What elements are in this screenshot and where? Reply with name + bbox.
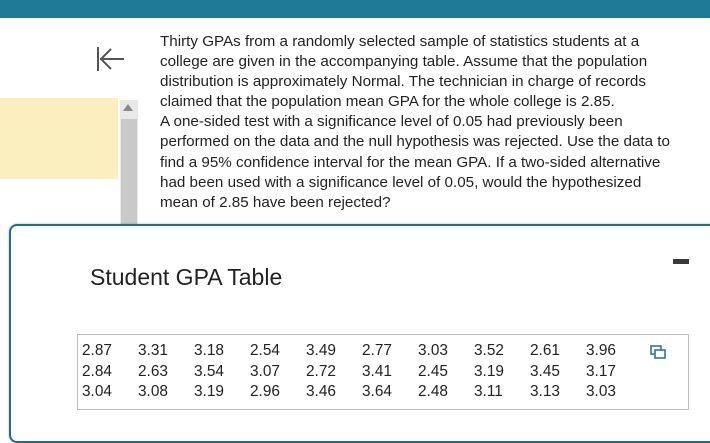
gpa-cell: 3.08 (138, 382, 194, 403)
gpa-cell: 3.49 (306, 341, 362, 362)
gpa-cell: 3.18 (194, 341, 250, 362)
gpa-cell: 2.54 (250, 341, 306, 362)
gpa-cell: 3.45 (530, 362, 586, 383)
gpa-cell: 2.63 (138, 362, 194, 383)
gpa-cell: 3.96 (586, 341, 642, 362)
gpa-table-row: 2.84 2.63 3.54 3.07 2.72 3.41 2.45 3.19 3.45 3.17 (82, 362, 642, 383)
gpa-cell: 2.45 (418, 362, 474, 383)
collapse-left-icon (92, 44, 128, 76)
gpa-cell: 2.61 (530, 341, 586, 362)
gpa-cell: 3.07 (250, 362, 306, 383)
copy-icon[interactable] (650, 345, 666, 359)
gpa-cell: 3.64 (362, 382, 418, 403)
popup-title: Student GPA Table (90, 264, 282, 291)
gpa-cell: 3.04 (82, 382, 138, 403)
scroll-up-arrow-icon[interactable] (123, 104, 133, 111)
selected-question-highlight (0, 98, 118, 179)
student-gpa-popup: Student GPA Table 2.87 3.31 3.18 2.54 3.49 2.… (9, 224, 710, 443)
collapse-panel-button[interactable] (92, 44, 128, 76)
scrollbar-thumb[interactable] (121, 119, 137, 229)
gpa-cell: 3.31 (138, 341, 194, 362)
gpa-cell: 2.77 (362, 341, 418, 362)
gpa-cell: 3.41 (362, 362, 418, 383)
question-text: Thirty GPAs from a randomly selected sam… (160, 32, 708, 213)
gpa-cell: 2.84 (82, 362, 138, 383)
top-bar (0, 0, 710, 18)
gpa-cell: 3.17 (586, 362, 642, 383)
gpa-cell: 2.72 (306, 362, 362, 383)
gpa-cell: 3.52 (474, 341, 530, 362)
gpa-cell: 2.96 (250, 382, 306, 403)
gpa-cell: 3.19 (474, 362, 530, 383)
gpa-cell: 3.03 (418, 341, 474, 362)
gpa-table-row: 3.04 3.08 3.19 2.96 3.46 3.64 2.48 3.11 3.13 3.03 (82, 382, 642, 403)
gpa-data-box: 2.87 3.31 3.18 2.54 3.49 2.77 3.03 3.52 2.61 3.96… (77, 334, 689, 410)
gpa-cell: 3.19 (194, 382, 250, 403)
gpa-table: 2.87 3.31 3.18 2.54 3.49 2.77 3.03 3.52 2.61 3.96… (82, 341, 642, 403)
gpa-cell: 3.11 (474, 382, 530, 403)
gpa-cell: 3.54 (194, 362, 250, 383)
gpa-cell: 2.48 (418, 382, 474, 403)
gpa-cell: 2.87 (82, 341, 138, 362)
minimize-icon[interactable] (673, 259, 689, 264)
gpa-table-row: 2.87 3.31 3.18 2.54 3.49 2.77 3.03 3.52 2.61 3.96 (82, 341, 642, 362)
gpa-cell: 3.03 (586, 382, 642, 403)
gpa-cell: 3.13 (530, 382, 586, 403)
gpa-cell: 3.46 (306, 382, 362, 403)
